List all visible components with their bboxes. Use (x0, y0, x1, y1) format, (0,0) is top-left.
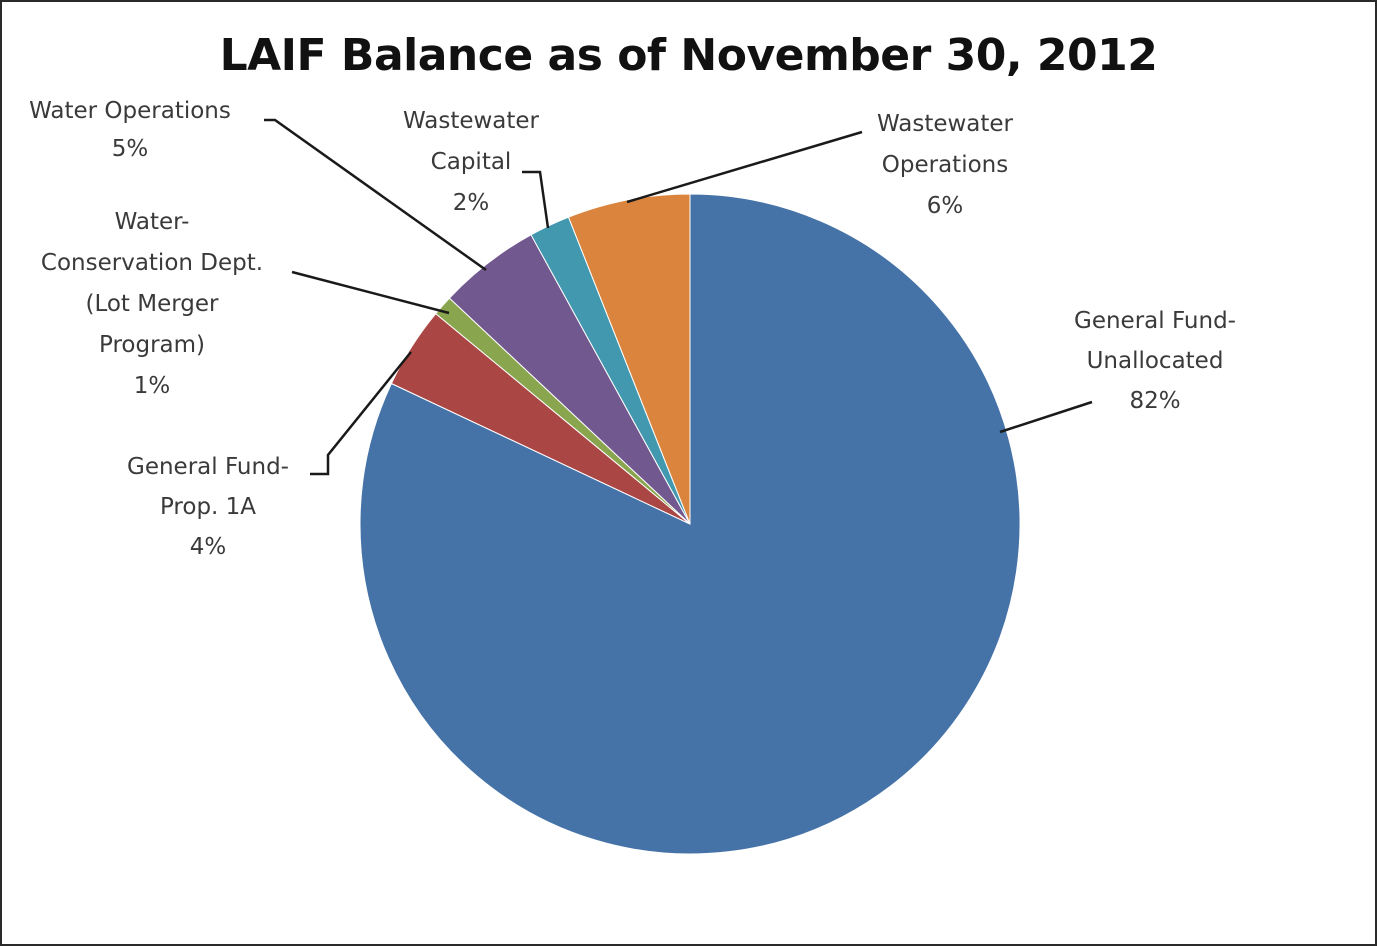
slice-value-label: 4% (190, 534, 227, 560)
slice-labels: General Fund-Unallocated 82%General Fund-… (29, 98, 1236, 560)
slice-name-line: Operations (882, 152, 1008, 178)
slice-label-0: General Fund- Unallocated 82% (1074, 308, 1236, 414)
slice-value-label: 6% (927, 193, 964, 219)
leader-line-5 (626, 130, 863, 204)
leader-line-4 (522, 170, 550, 229)
chart-title: LAIF Balance as of November 30, 2012 (219, 30, 1158, 81)
slice-label-4: Wastewater Capital 2% (403, 108, 540, 216)
slice-name-line: Prop. 1A (160, 494, 256, 520)
leader-line-0 (999, 400, 1093, 434)
slice-name-line: Capital (431, 149, 512, 175)
slice-value-label: 82% (1129, 388, 1180, 414)
slice-name-line: Program) (99, 332, 205, 358)
pie-slice-5 (567, 193, 691, 525)
slice-name-line: Water Operations (29, 98, 231, 124)
leader-line-1 (310, 351, 412, 476)
slice-name-line: Wastewater (403, 108, 540, 134)
leader-line-2 (291, 270, 450, 315)
slice-value-label: 5% (112, 136, 149, 162)
slice-name-line: Conservation Dept. (41, 250, 263, 276)
slice-label-5: Wastewater Operations 6% (877, 111, 1014, 219)
slice-label-2: Water- Conservation Dept. (Lot Merger Progr… (41, 209, 263, 399)
slice-name-line: Water- (115, 209, 190, 235)
leader-lines (264, 118, 1093, 476)
slice-name-line: General Fund- (127, 454, 289, 480)
slice-name-line: Wastewater (877, 111, 1014, 137)
slice-label-3: Water Operations 5% (29, 98, 231, 162)
slice-name-line: General Fund- (1074, 308, 1236, 334)
slice-name-line: (Lot Merger (85, 291, 219, 317)
slice-name-line: Unallocated (1087, 348, 1224, 374)
slice-label-1: General Fund- Prop. 1A 4% (127, 454, 289, 560)
slice-value-label: 1% (134, 373, 171, 399)
slice-value-label: 2% (453, 190, 490, 216)
leader-line-3 (264, 118, 487, 272)
pie-slices (359, 193, 1021, 855)
